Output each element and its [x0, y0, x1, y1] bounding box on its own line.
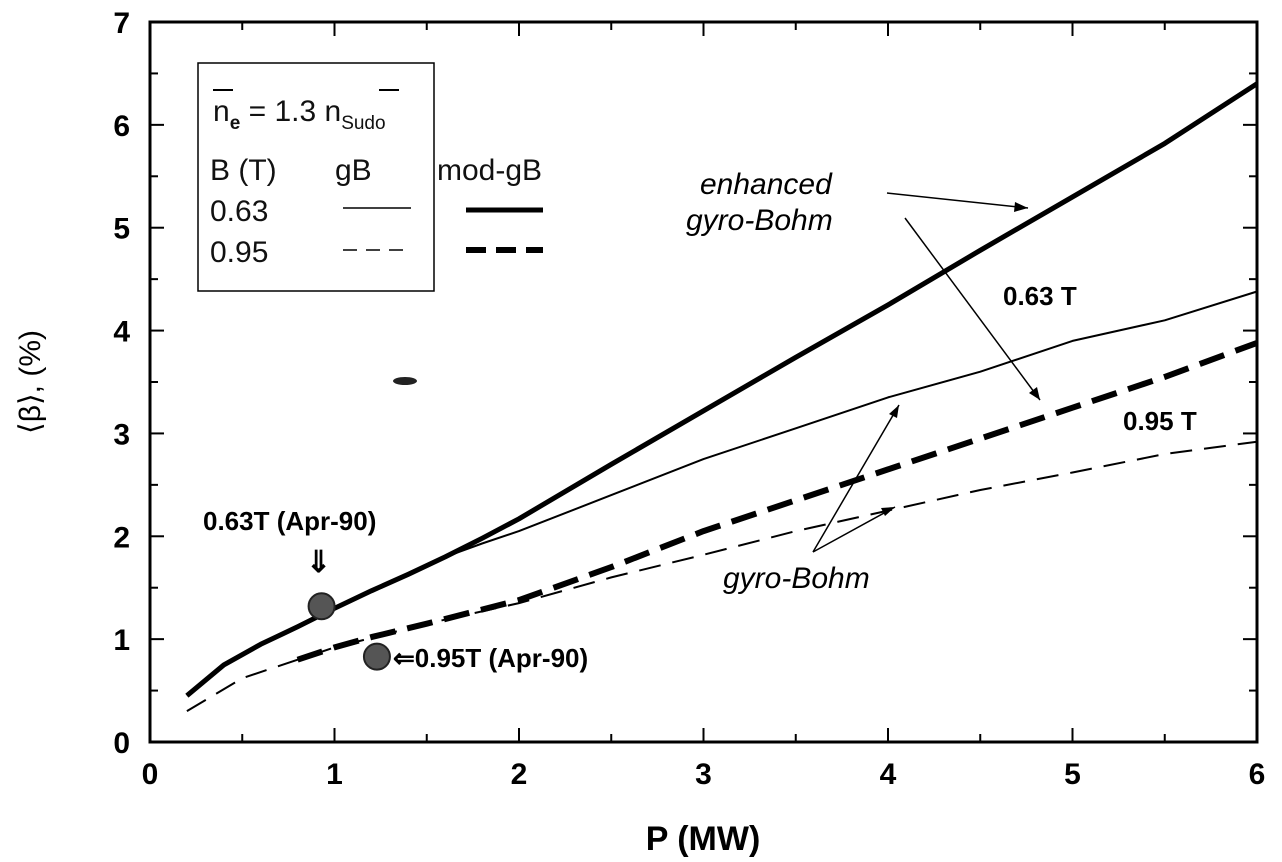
density-n: n [213, 95, 230, 128]
y-tick-label: 0 [113, 727, 130, 760]
series-063-modgb-line [185, 81, 1259, 698]
arrow-head-3 [889, 405, 899, 418]
y-tick-label: 3 [113, 418, 130, 451]
down-double-arrow: ⇓ [306, 546, 331, 579]
legend-row2-b: 0.95 [210, 236, 268, 269]
x-tick-label: 6 [1249, 758, 1266, 791]
axis-ticks [149, 21, 1258, 743]
annotation-enhanced: enhanced [700, 168, 833, 201]
point-label-063T: 0.63T (Apr-90) [203, 506, 376, 536]
x-tick-label: 4 [880, 758, 897, 791]
y-tick-labels: 0 1 2 3 4 5 6 7 [113, 7, 130, 760]
series-layer [185, 81, 1259, 712]
arrow-gyro-to-063 [812, 404, 900, 553]
x-tick-label: 2 [511, 758, 528, 791]
density-sub-sudo: Sudo [341, 113, 385, 134]
density-n2: n [325, 95, 342, 128]
legend-row1-b: 0.63 [210, 195, 268, 228]
annotation-gyro-bohm: gyro-Bohm [723, 562, 870, 595]
x-tick-label: 0 [142, 758, 159, 791]
y-axis-title: ⟨β⟩, (%) [14, 330, 47, 434]
annotation-enhanced-gyro-bohm: gyro-Bohm [686, 204, 833, 237]
arrow-head-2 [1029, 387, 1040, 400]
x-axis-title: P (MW) [646, 820, 761, 858]
x-tick-label: 1 [326, 758, 343, 791]
arrow-heads [881, 202, 1040, 516]
legend: ne = 1.3 nSudo B (T) gB mod-gB 0.63 0.95 [197, 62, 543, 292]
series-063-gb-line [186, 290, 1258, 697]
y-tick-label: 7 [113, 7, 130, 40]
y-tick-label: 2 [113, 521, 130, 554]
y-tick-label: 6 [113, 110, 130, 143]
annotation-063T: 0.63 T [1003, 281, 1077, 311]
smudge-mark [393, 377, 417, 385]
arrow-head-1 [1014, 202, 1028, 212]
legend-density: ne = 1.3 nSudo [213, 95, 386, 134]
y-tick-label: 4 [113, 316, 130, 349]
x-tick-label: 5 [1064, 758, 1081, 791]
legend-box [197, 62, 435, 292]
y-tick-label: 1 [113, 624, 130, 657]
density-sub-e: e [230, 113, 241, 134]
points-layer [307, 592, 391, 671]
x-tick-label: 3 [695, 758, 712, 791]
point-label-095T: ⇐0.95T (Apr-90) [393, 643, 588, 673]
legend-header-b: B (T) [210, 154, 277, 187]
annotation-arrows [812, 192, 1041, 553]
density-mid: = 1.3 [240, 95, 324, 128]
series-095-modgb-line [296, 340, 1259, 663]
series-095-gb-line [186, 440, 1258, 712]
annotation-095T: 0.95 T [1123, 406, 1197, 436]
arrow-head-4 [881, 507, 895, 516]
y-tick-label: 5 [113, 213, 130, 246]
x-tick-labels: 0 1 2 3 4 5 6 [142, 758, 1266, 791]
point-095T-apr90 [362, 642, 391, 671]
arrow-enhanced-to-095 [904, 217, 1041, 401]
arrow-gyro-to-095 [812, 506, 896, 553]
legend-header-modgb: mod-gB [437, 154, 542, 187]
arrow-enhanced-to-063 [886, 192, 1029, 209]
legend-header-gb: gB [335, 154, 372, 187]
point-063T-apr90 [307, 592, 336, 621]
